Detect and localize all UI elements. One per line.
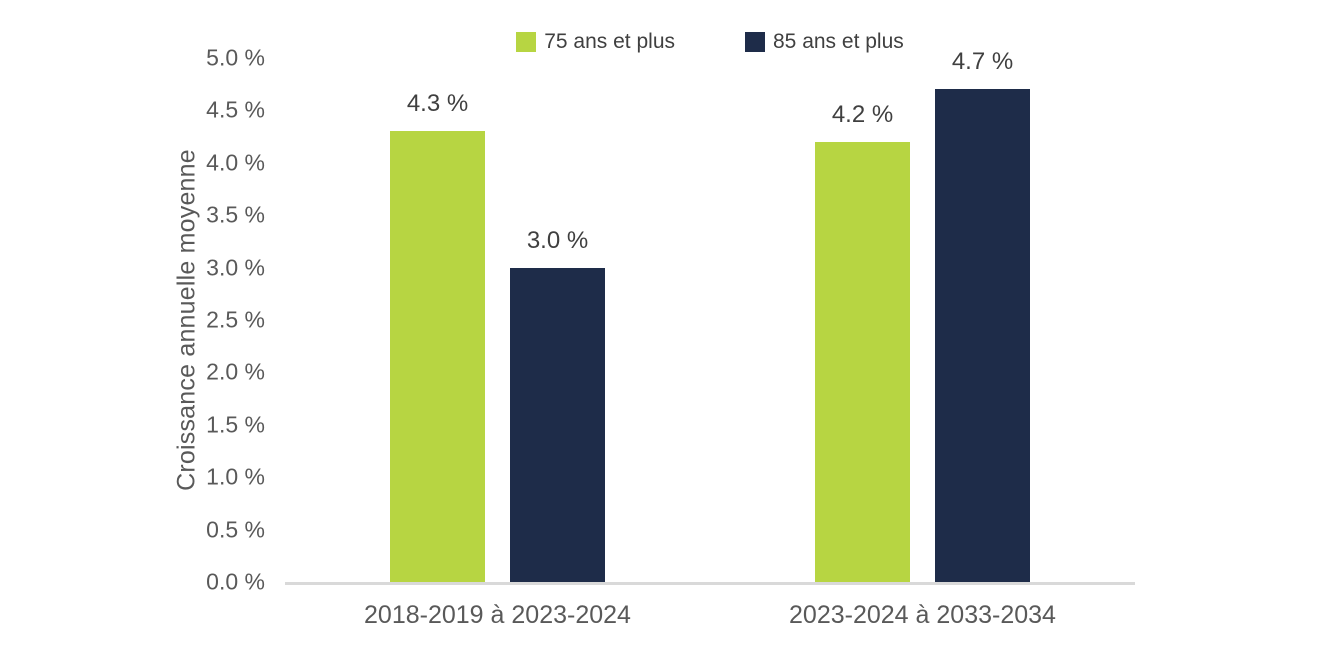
x-axis-label: 2023-2024 à 2033-2034: [789, 601, 1056, 629]
bar-value-label: 4.2 %: [831, 100, 894, 128]
bar-series1-cat0: [510, 267, 605, 582]
bar-series0-cat1: [815, 141, 910, 582]
bar-value-label: 3.0 %: [526, 226, 589, 254]
y-axis-tick: 0.5 %: [206, 516, 265, 543]
bar-series1-cat1: [935, 89, 1030, 582]
chart-legend: 75 ans et plus 85 ans et plus: [285, 30, 1135, 54]
legend-swatch-icon: [516, 32, 537, 52]
x-axis-label: 2018-2019 à 2023-2024: [364, 601, 631, 629]
legend-item-1: 85 ans et plus: [745, 30, 904, 54]
y-axis-tick: 0.0 %: [206, 568, 265, 595]
legend-label: 85 ans et plus: [773, 30, 904, 53]
bar-value-label: 4.3 %: [406, 90, 469, 118]
y-axis-tick: 3.5 %: [206, 201, 265, 228]
bar-series0-cat0: [390, 131, 485, 582]
y-axis-tick: 3.0 %: [206, 254, 265, 281]
y-axis-tick: 1.5 %: [206, 411, 265, 438]
y-axis-tick: 5.0 %: [206, 44, 265, 71]
y-axis-tick: 4.5 %: [206, 96, 265, 123]
legend-item-0: 75 ans et plus: [516, 30, 675, 54]
legend-swatch-icon: [745, 32, 765, 52]
y-axis-tick: 4.0 %: [206, 149, 265, 176]
y-axis-tick: 2.0 %: [206, 358, 265, 385]
legend-label: 75 ans et plus: [544, 30, 675, 53]
y-axis-tick: 1.0 %: [206, 463, 265, 490]
x-axis-line: [285, 582, 1135, 585]
bar-value-label: 4.7 %: [951, 48, 1014, 76]
y-axis-tick: 2.5 %: [206, 306, 265, 333]
